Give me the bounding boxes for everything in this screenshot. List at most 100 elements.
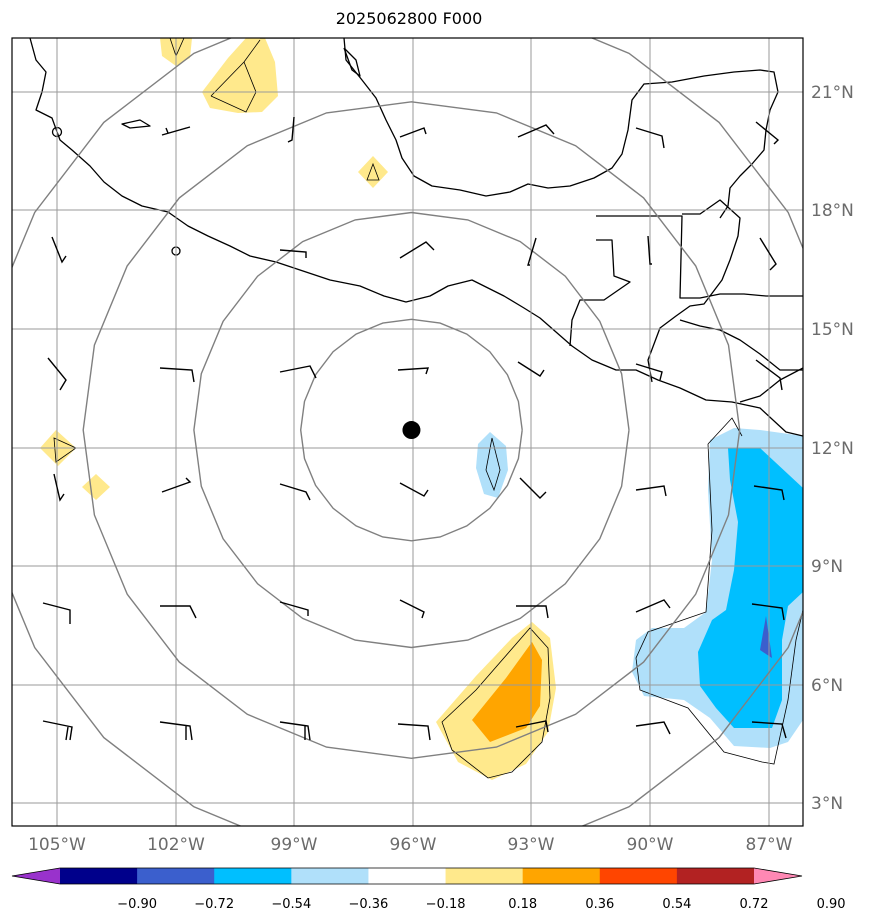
latitude-label: 3°N	[811, 794, 843, 814]
baja-coast-fragment	[343, 47, 361, 77]
colorbar-segment	[214, 868, 292, 884]
wind-barb	[279, 365, 317, 379]
colorbar-tick-label: 0.54	[662, 897, 691, 912]
range-ring-3	[82, 101, 741, 760]
wind-barb	[517, 361, 545, 377]
colorbar-tick-label: −0.72	[194, 897, 234, 912]
mexico-guatemala-border	[569, 239, 631, 347]
contour-line-south	[441, 627, 551, 779]
longitude-label: 90°W	[627, 835, 674, 855]
contour-line-west	[53, 437, 77, 463]
wind-barb	[751, 603, 785, 621]
wind-barb	[519, 477, 547, 499]
colorbar-segment	[445, 868, 524, 884]
colorbar-segment	[137, 868, 215, 884]
wind-barb	[635, 127, 665, 149]
wind-barb	[759, 237, 777, 271]
positive-anomaly-region-north	[202, 38, 278, 113]
wind-barb	[161, 126, 191, 136]
latitude-label: 21°N	[811, 83, 854, 103]
colorbar-segment	[368, 868, 447, 884]
wind-barb	[160, 605, 197, 619]
wind-barb	[527, 237, 537, 266]
guatemala-border	[596, 215, 803, 299]
wind-barb	[397, 723, 431, 741]
colorbar-tick-label: −0.90	[117, 897, 157, 912]
wind-barb	[159, 721, 193, 741]
map-frame	[11, 37, 804, 827]
wind-barb	[753, 485, 785, 501]
colorbar-tick-label: −0.36	[348, 897, 388, 912]
wind-barb	[399, 127, 427, 138]
storm-center-marker	[402, 421, 421, 440]
wind-barb	[51, 236, 67, 264]
colorbar	[11, 867, 803, 885]
wind-barb	[399, 241, 435, 259]
pacific-coastline-mexico	[29, 38, 803, 437]
positive-anomaly-region-west-small	[82, 474, 110, 500]
latitude-label: 9°N	[811, 557, 843, 577]
colorbar-segment	[522, 868, 601, 884]
latitude-label: 6°N	[811, 676, 843, 696]
graticule-lines	[12, 38, 803, 826]
wind-barb	[635, 721, 671, 735]
colorbar-tick-label: −0.18	[426, 897, 466, 912]
strong-negative-anomaly-region-east	[698, 448, 803, 728]
wind-barb	[159, 367, 195, 383]
wind-barbs	[42, 116, 787, 741]
wind-barb	[42, 720, 73, 741]
wind-barb	[755, 121, 780, 145]
central-america-coast	[647, 199, 741, 383]
colorbar-tick-label: 0.36	[585, 897, 614, 912]
wind-barb	[42, 602, 71, 624]
wind-barb	[279, 249, 307, 258]
range-ring-4	[12, 38, 803, 826]
longitude-label: 102°W	[147, 835, 205, 855]
wind-barb	[647, 235, 652, 265]
wind-barb	[161, 477, 192, 493]
colorbar-tick-label: −0.54	[271, 897, 311, 912]
wind-barb	[515, 720, 549, 733]
colorbar-tick-label: 0.90	[817, 897, 846, 912]
longitude-label: 105°W	[28, 835, 86, 855]
longitude-label: 96°W	[390, 835, 437, 855]
colorbar-outline	[11, 867, 803, 885]
wind-barb	[53, 473, 65, 502]
longitude-label: 93°W	[508, 835, 555, 855]
contour-line-negative-small	[485, 437, 501, 492]
colorbar-segment	[291, 868, 369, 884]
wind-barb	[279, 721, 311, 741]
longitude-label: 87°W	[746, 835, 793, 855]
range-ring-2	[193, 211, 630, 649]
wind-barb	[516, 605, 549, 619]
contour-line-north	[210, 39, 261, 113]
latitude-label: 18°N	[811, 201, 854, 221]
longitude-label: 99°W	[271, 835, 318, 855]
positive-anomaly-region-small	[358, 156, 388, 188]
contour-line-small	[366, 162, 380, 181]
latitude-label: 12°N	[811, 439, 854, 459]
colorbar-segment	[676, 868, 755, 884]
latitude-axis: 3°N 6°N 9°N 12°N 15°N 18°N 21°N	[811, 83, 854, 814]
gulf-coastline-mexico	[260, 38, 779, 219]
wind-barb	[47, 357, 67, 391]
wind-barb	[517, 124, 555, 138]
wind-barb	[399, 482, 429, 497]
range-rings	[12, 38, 803, 826]
colorbar-segment	[599, 868, 678, 884]
colorbar-extend-high	[754, 868, 802, 884]
map-plot-area	[12, 38, 803, 826]
colorbar-tick-label: 0.72	[740, 897, 769, 912]
map-title: 2025062800 F000	[335, 9, 483, 28]
latitude-label: 15°N	[811, 320, 854, 340]
wind-barb	[635, 363, 663, 381]
wind-barb	[279, 483, 311, 501]
colorbar-tick-label: 0.18	[508, 897, 537, 912]
coastlines-and-borders	[29, 38, 803, 437]
strong-positive-anomaly-region	[472, 642, 542, 742]
wind-barb	[399, 599, 425, 619]
wind-barb	[287, 116, 295, 143]
island-outline-elongated	[121, 119, 151, 129]
colorbar-extend-low	[12, 868, 60, 884]
